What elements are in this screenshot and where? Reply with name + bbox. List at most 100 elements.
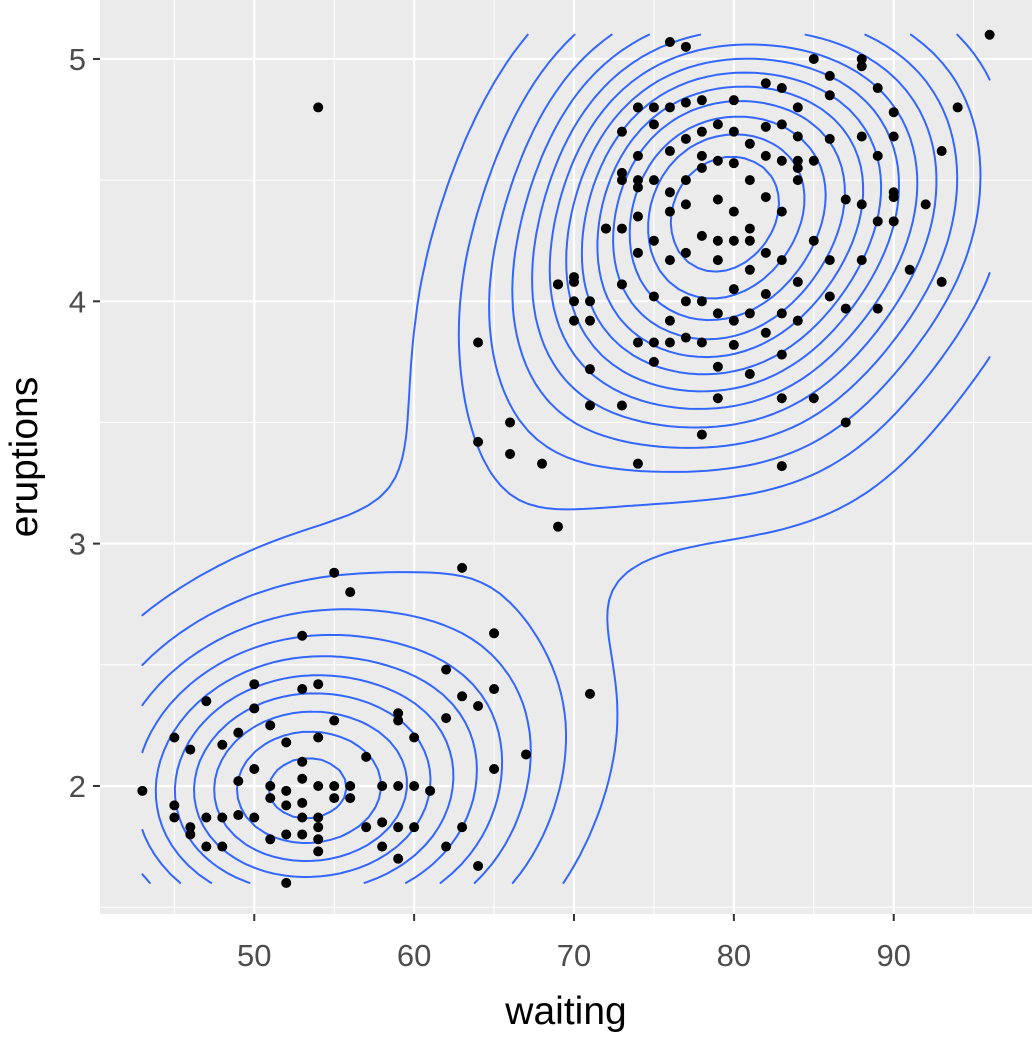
data-point (712, 235, 723, 246)
data-point (664, 187, 675, 198)
data-point (840, 417, 851, 428)
data-point (760, 78, 771, 89)
data-point (808, 155, 819, 166)
data-point (616, 400, 627, 411)
data-point (185, 744, 196, 755)
data-point (457, 562, 468, 573)
data-point (600, 223, 611, 234)
data-point (616, 223, 627, 234)
data-point (680, 332, 691, 343)
data-point (473, 860, 484, 871)
data-point (169, 812, 180, 823)
data-point (696, 230, 707, 241)
data-point (201, 812, 212, 823)
data-point (776, 255, 787, 266)
data-point (457, 822, 468, 833)
data-point (632, 458, 643, 469)
data-point (249, 703, 260, 714)
data-point (728, 126, 739, 137)
data-point (281, 737, 292, 748)
data-point (377, 841, 388, 852)
data-point (393, 708, 404, 719)
data-point (728, 206, 739, 217)
y-tick-label: 2 (69, 769, 86, 804)
data-point (393, 853, 404, 864)
data-point (281, 800, 292, 811)
data-point (568, 315, 579, 326)
data-point (856, 199, 867, 210)
data-point (297, 630, 308, 641)
data-point (473, 436, 484, 447)
data-point (728, 284, 739, 295)
data-point (297, 829, 308, 840)
data-point (776, 461, 787, 472)
data-point (744, 235, 755, 246)
data-point (776, 83, 787, 94)
data-point (265, 834, 276, 845)
data-point (680, 296, 691, 307)
data-point (680, 247, 691, 258)
data-point (744, 138, 755, 149)
data-point (664, 315, 675, 326)
data-point (744, 175, 755, 186)
data-point (616, 167, 627, 178)
data-point (393, 822, 404, 833)
x-tick-label: 60 (397, 938, 431, 973)
data-point (345, 587, 356, 598)
data-point (744, 223, 755, 234)
data-point (616, 126, 627, 137)
data-point (409, 822, 420, 833)
data-point (680, 41, 691, 52)
density-contour-line (141, 33, 959, 884)
data-point (872, 83, 883, 94)
data-point (553, 279, 564, 290)
data-point (249, 812, 260, 823)
density-contour-line (141, 33, 982, 884)
data-point (457, 691, 468, 702)
data-point (648, 291, 659, 302)
data-point (281, 785, 292, 796)
data-point (792, 175, 803, 186)
data-point (329, 715, 340, 726)
data-point (616, 175, 627, 186)
data-point (648, 119, 659, 130)
data-point (313, 780, 324, 791)
data-point (313, 834, 324, 845)
data-point (505, 417, 516, 428)
data-point (584, 400, 595, 411)
data-point (760, 121, 771, 132)
data-point (329, 793, 340, 804)
data-point (744, 264, 755, 275)
y-axis: 2 3 4 5 (69, 42, 100, 804)
density-contour-line (193, 57, 900, 878)
data-point (425, 785, 436, 796)
data-point (712, 194, 723, 205)
data-point (760, 150, 771, 161)
data-point (728, 315, 739, 326)
data-point (856, 131, 867, 142)
data-point (648, 102, 659, 113)
data-point (648, 356, 659, 367)
data-point (489, 628, 500, 639)
data-point (361, 751, 372, 762)
data-point (441, 713, 452, 724)
data-point (185, 822, 196, 833)
density-contour-line (141, 33, 991, 884)
data-point (696, 429, 707, 440)
data-point (441, 841, 452, 852)
data-point (776, 119, 787, 130)
data-point (872, 216, 883, 227)
data-point (249, 679, 260, 690)
major-gridlines (100, 0, 1032, 914)
data-point (744, 368, 755, 379)
data-point (824, 70, 835, 81)
data-point (792, 276, 803, 287)
data-point (345, 780, 356, 791)
data-point (313, 679, 324, 690)
data-point (824, 133, 835, 144)
data-point (217, 841, 228, 852)
data-point (377, 817, 388, 828)
data-point (792, 315, 803, 326)
data-point (409, 780, 420, 791)
data-point (712, 255, 723, 266)
